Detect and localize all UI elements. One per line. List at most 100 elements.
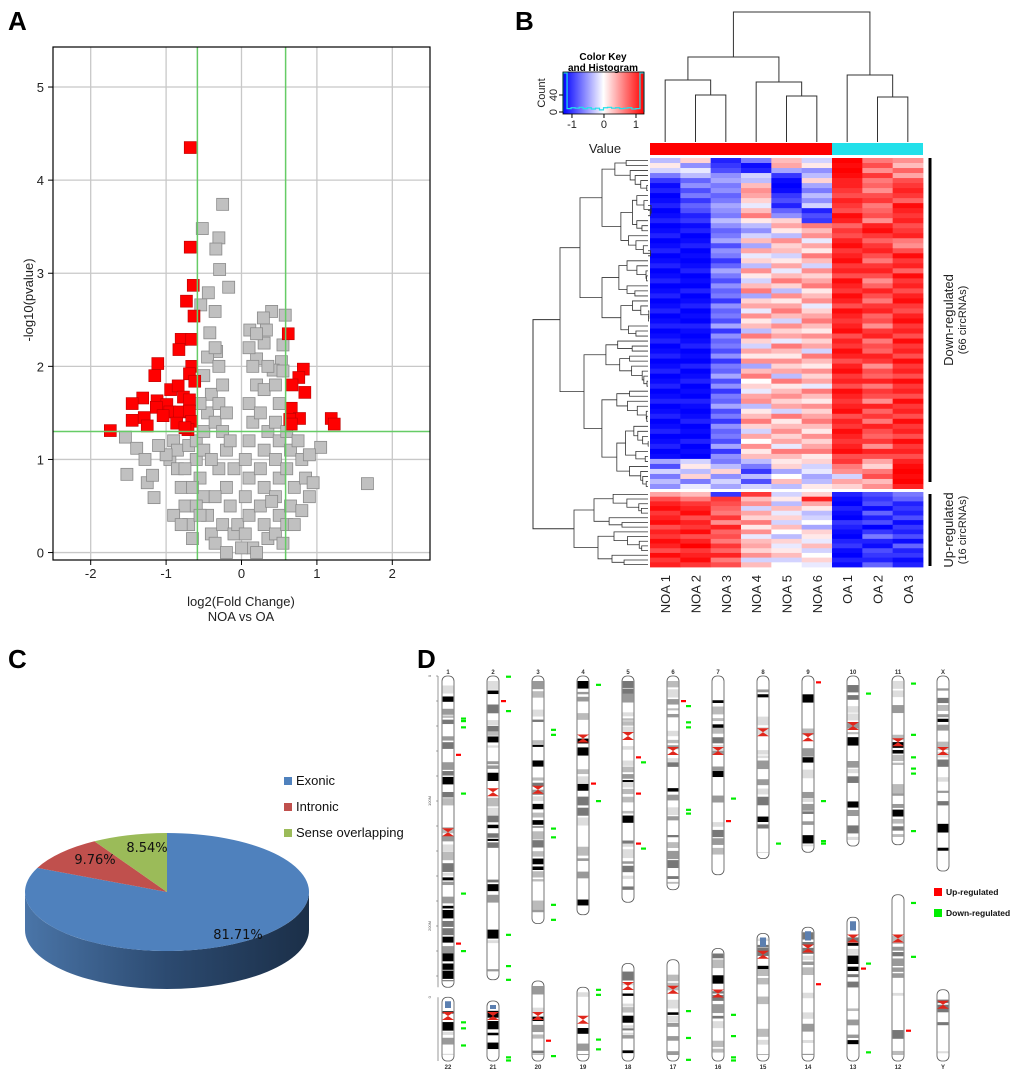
point-not-significant (186, 480, 199, 494)
chromosome-label: 22 (445, 1065, 452, 1071)
marker-down-regulated (686, 726, 691, 729)
heatmap-cell (771, 323, 803, 329)
column-dendrogram-branch (877, 96, 909, 142)
point-not-significant (257, 443, 271, 457)
heatmap-cell (892, 193, 924, 199)
chromosome-band (667, 842, 679, 849)
heatmap-cell (680, 343, 712, 349)
chromosome-label: 17 (670, 1065, 677, 1071)
heatmap-cell (710, 203, 742, 209)
legend-swatch (284, 777, 292, 785)
row-dendrogram-branch (642, 245, 651, 254)
heatmap-cell (801, 268, 833, 274)
heatmap-cell (650, 496, 681, 502)
chromosome-band (487, 838, 499, 841)
heatmap-cell (801, 223, 833, 229)
row-dendrogram-branch (631, 345, 648, 352)
point-not-significant (306, 476, 320, 490)
heatmap-cell (862, 548, 894, 554)
heatmap-cell (710, 223, 742, 229)
heatmap-cell (801, 463, 833, 470)
chromosome-label: 10 (850, 670, 857, 676)
heatmap-cell (892, 328, 924, 334)
legend-swatch (284, 829, 292, 837)
heatmap-cell (710, 448, 742, 455)
row-dendrogram-branch (579, 197, 602, 299)
heatmap-cell (741, 218, 772, 224)
heatmap-cell (862, 557, 894, 563)
heatmap-cell (680, 557, 712, 563)
chromosome-band (532, 1007, 544, 1014)
chromosome-band (622, 993, 634, 996)
heatmap-cell (650, 483, 681, 490)
heatmap-cell (801, 233, 833, 239)
heatmap-cell (710, 273, 742, 279)
heatmap-cell (650, 448, 681, 455)
heatmap-cell (771, 188, 803, 194)
heatmap-cell (680, 398, 712, 405)
chromosome-band (622, 849, 634, 859)
chromosome-band (532, 740, 544, 744)
heatmap-cell (650, 228, 681, 234)
chromosome-band (892, 734, 904, 741)
heatmap-cell (741, 353, 772, 360)
chromosome-Y: Y (936, 989, 950, 1071)
chromosome-band (442, 791, 454, 798)
heatmap-cell (862, 343, 894, 349)
heatmap-cell (801, 423, 833, 430)
heatmap-cell (710, 158, 742, 164)
point-not-significant (269, 378, 282, 392)
heatmap-cell (710, 358, 742, 365)
chromosome-band (622, 780, 634, 783)
heatmap-cell (832, 313, 863, 319)
heatmap-cell (832, 183, 863, 189)
heatmap-cell (710, 228, 742, 234)
centromere (892, 738, 904, 747)
heatmap-cell (680, 506, 712, 512)
chromosome-band (712, 975, 724, 984)
marker-down-regulated (776, 842, 781, 845)
chromosome-band (622, 865, 634, 873)
heatmap-cell (801, 492, 833, 498)
heatmap-cell (801, 562, 833, 568)
heatmap-cell (650, 433, 681, 440)
heatmap-cell (801, 438, 833, 445)
marker-down-regulated (461, 792, 466, 795)
row-dendrogram-branch (638, 540, 648, 549)
chromosome-band (487, 704, 499, 714)
heatmap-cell (892, 468, 924, 475)
heatmap-cell (832, 363, 863, 370)
heatmap-cell (801, 253, 833, 259)
chromosome-band (847, 1008, 859, 1012)
point-not-significant (120, 467, 134, 481)
heatmap-cell (862, 529, 894, 535)
color-key-y-tick-label: 40 (548, 89, 560, 101)
heatmap-cell (892, 510, 924, 516)
point-not-significant (242, 397, 256, 410)
heatmap-cell (892, 413, 924, 420)
chromosome-band (577, 713, 589, 720)
chromosome-band (622, 840, 634, 844)
heatmap-cell (680, 353, 712, 360)
centromere (757, 728, 769, 737)
heatmap-cell (710, 373, 742, 380)
heatmap-cell (832, 348, 863, 354)
centromere (937, 747, 949, 755)
column-dendrogram-branch (664, 79, 712, 142)
centromere (622, 732, 634, 740)
point-not-significant (216, 378, 230, 392)
heatmap-cell (892, 173, 924, 179)
heatmap-cell (892, 483, 924, 490)
heatmap-cell (862, 443, 894, 450)
chromosome-band (757, 788, 769, 795)
heatmap-cell (832, 218, 863, 224)
chromosome-11: 11 (891, 670, 905, 846)
heatmap-cell (832, 408, 863, 415)
point-not-significant (269, 453, 282, 466)
heatmap-cell (832, 193, 863, 199)
marker-down-regulated (686, 705, 691, 708)
chromosome-band (442, 946, 454, 954)
heatmap-cell (892, 248, 924, 254)
chromosome-band (487, 940, 499, 944)
heatmap-cell (741, 163, 772, 169)
